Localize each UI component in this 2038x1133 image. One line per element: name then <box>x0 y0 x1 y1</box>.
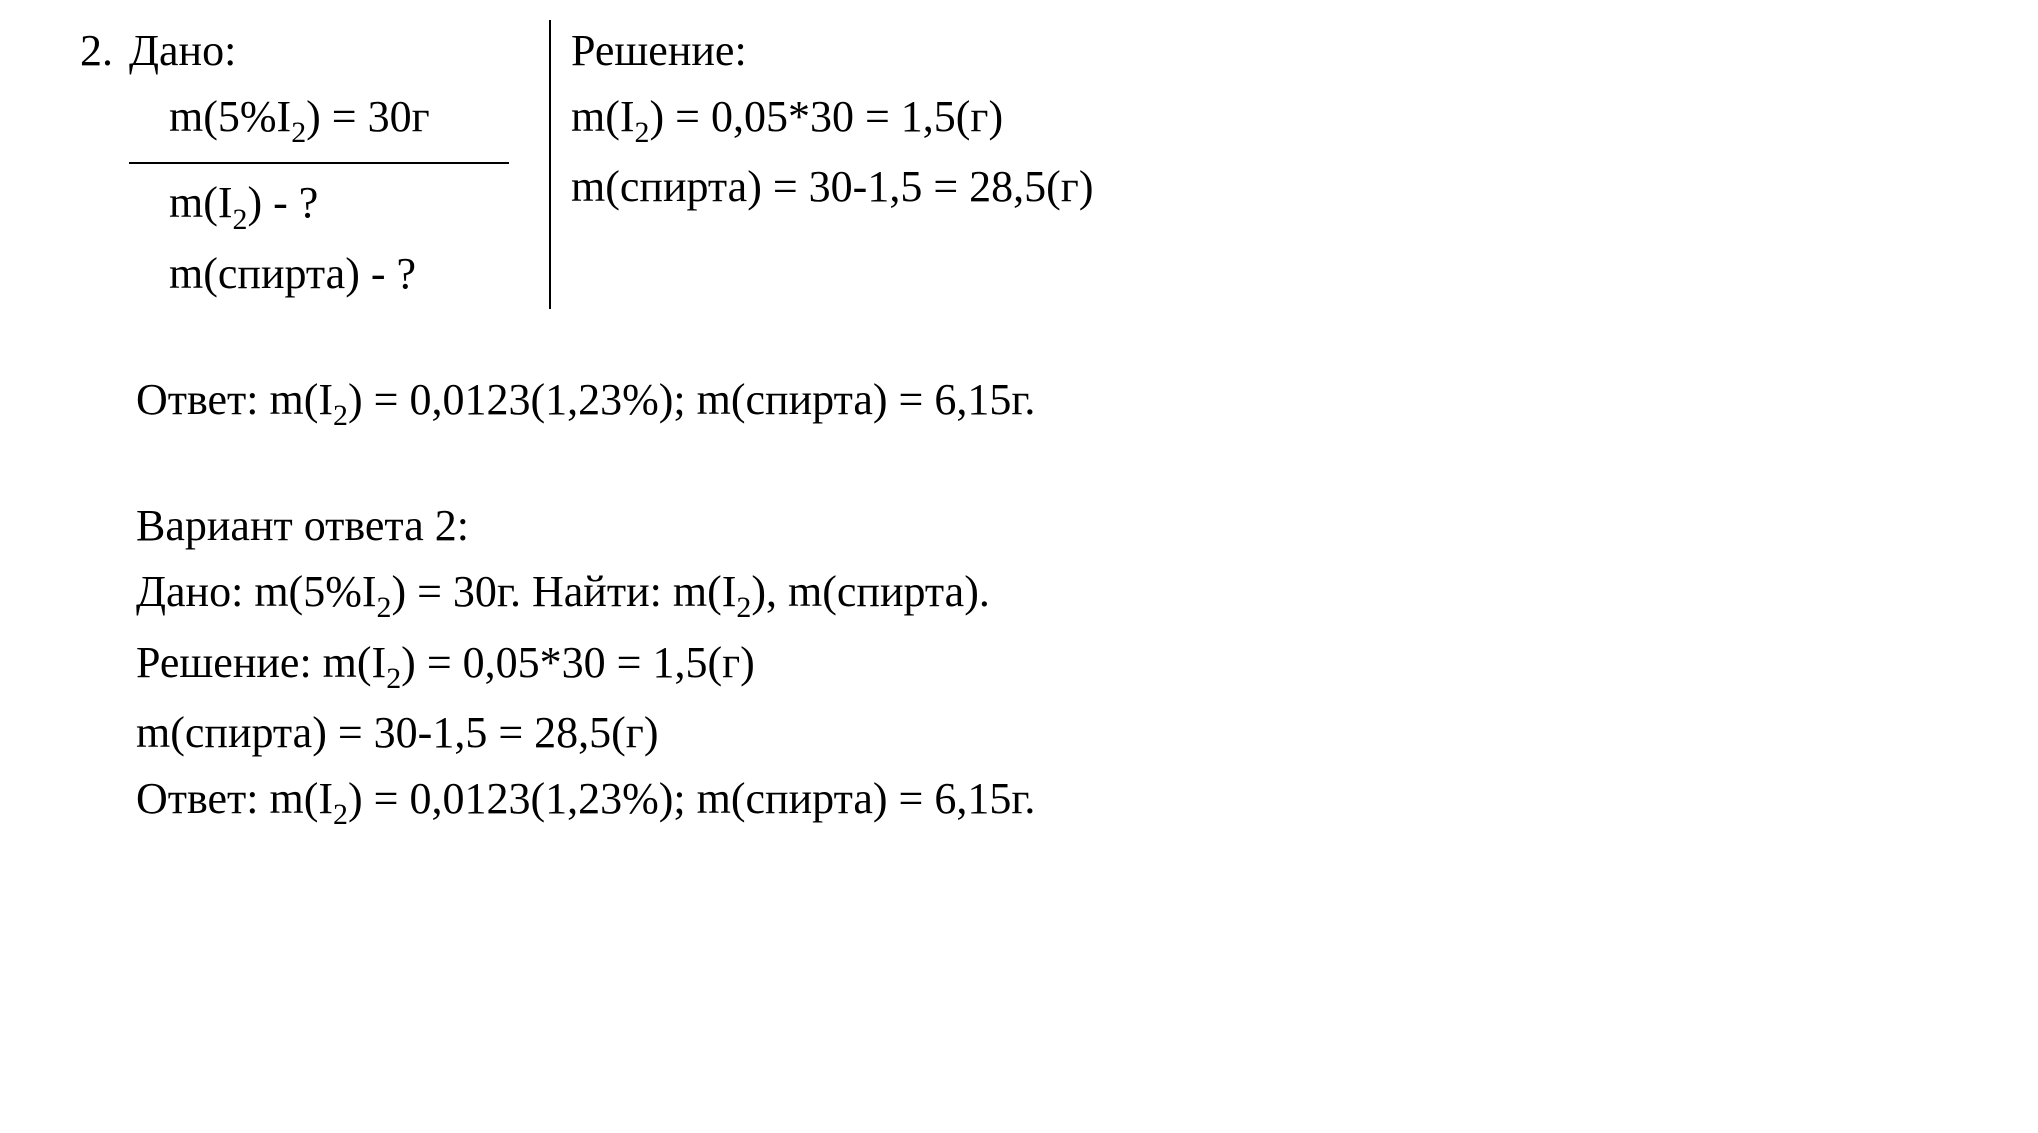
variant-line-1-prefix: Дано: m(5%I <box>136 567 377 616</box>
variant-line-4-prefix: Ответ: m(I <box>136 774 333 823</box>
vertical-rule-extension <box>571 222 1094 302</box>
given-line-1: m(5%I2) = 30г <box>129 86 509 153</box>
variant-block: Вариант ответа 2: Дано: m(5%I2) = 30г. Н… <box>136 495 1958 834</box>
variant-line-2-prefix: Решение: m(I <box>136 638 386 687</box>
solution-line-1-suffix: ) = 0,05*30 = 1,5(г) <box>649 92 1003 141</box>
find-line-1-sub: 2 <box>233 203 248 236</box>
find-line-1-prefix: m(I <box>169 178 233 227</box>
solution-column: Решение: m(I2) = 0,05*30 = 1,5(г) m(спир… <box>549 20 1094 309</box>
answer-block: Ответ: m(I2) = 0,0123(1,23%); m(спирта) … <box>136 369 1958 436</box>
answer-line: Ответ: m(I2) = 0,0123(1,23%); m(спирта) … <box>136 369 1958 436</box>
problem-block: 2. Дано: m(5%I2) = 30г m(I2) - ? m(спирт… <box>80 20 1958 309</box>
variant-line-1: Дано: m(5%I2) = 30г. Найти: m(I2), m(спи… <box>136 561 1958 628</box>
variant-line-1-suffix: ), m(спирта). <box>751 567 990 616</box>
variant-line-1-sub1: 2 <box>377 591 392 624</box>
variant-line-4-sub: 2 <box>333 798 348 831</box>
variant-line-1-mid: ) = 30г. Найти: m(I <box>391 567 736 616</box>
variant-line-1-sub2: 2 <box>736 591 751 624</box>
variant-line-3: m(спирта) = 30-1,5 = 28,5(г) <box>136 702 1958 764</box>
answer-prefix: Ответ: m(I <box>136 375 333 424</box>
given-line-1-sub: 2 <box>291 116 306 149</box>
variant-title: Вариант ответа 2: <box>136 495 1958 557</box>
answer-sub: 2 <box>333 399 348 432</box>
problem-number: 2. <box>80 20 113 82</box>
given-line-1-prefix: m(5%I <box>169 92 291 141</box>
variant-line-4: Ответ: m(I2) = 0,0123(1,23%); m(спирта) … <box>136 768 1958 835</box>
given-column: Дано: m(5%I2) = 30г m(I2) - ? m(спирта) … <box>129 20 549 309</box>
variant-line-2-suffix: ) = 0,05*30 = 1,5(г) <box>401 638 755 687</box>
given-label: Дано: <box>129 20 509 82</box>
solution-line-1: m(I2) = 0,05*30 = 1,5(г) <box>571 86 1094 153</box>
find-line-1-suffix: ) - ? <box>247 178 318 227</box>
solution-line-1-sub: 2 <box>635 116 650 149</box>
solution-line-2: m(спирта) = 30-1,5 = 28,5(г) <box>571 156 1094 218</box>
variant-line-2: Решение: m(I2) = 0,05*30 = 1,5(г) <box>136 632 1958 699</box>
solution-line-1-prefix: m(I <box>571 92 635 141</box>
find-line-1: m(I2) - ? <box>129 172 509 239</box>
solution-label: Решение: <box>571 20 1094 82</box>
find-line-2: m(спирта) - ? <box>129 243 509 305</box>
variant-line-4-suffix: ) = 0,0123(1,23%); m(спирта) = 6,15г. <box>348 774 1035 823</box>
answer-suffix: ) = 0,0123(1,23%); m(спирта) = 6,15г. <box>348 375 1035 424</box>
given-line-1-suffix: ) = 30г <box>306 92 430 141</box>
variant-line-2-sub: 2 <box>386 662 401 695</box>
given-underline-group: m(5%I2) = 30г <box>129 86 509 165</box>
two-column-layout: Дано: m(5%I2) = 30г m(I2) - ? m(спирта) … <box>129 20 1094 309</box>
